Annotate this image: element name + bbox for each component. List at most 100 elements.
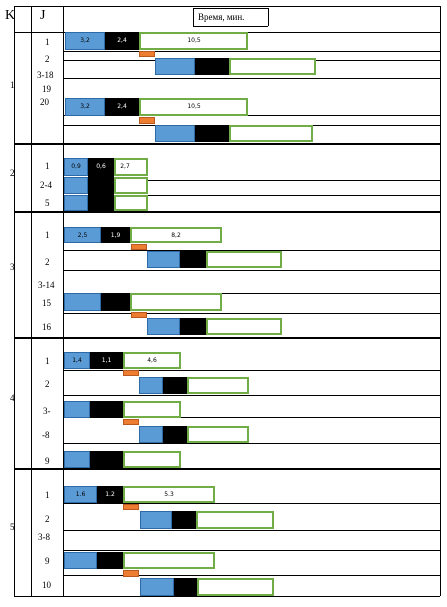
wait-marker — [131, 244, 147, 250]
processing-bar — [187, 377, 249, 394]
table-line — [63, 550, 440, 551]
table-line — [63, 530, 440, 531]
row-j-label: 1 — [45, 490, 50, 500]
row-j-label: 16 — [42, 322, 51, 332]
table-line — [63, 78, 440, 79]
table-line — [31, 6, 32, 596]
processing-bar — [130, 293, 222, 311]
group-k-label: 4 — [10, 393, 15, 403]
bar-label-green: 10,5 — [187, 103, 201, 110]
row-j-label: 15 — [42, 298, 51, 308]
setup-bar — [64, 352, 90, 369]
processing-bar — [206, 318, 282, 335]
bar-label-black: 2,4 — [117, 103, 127, 110]
processing-bar — [130, 227, 222, 243]
header-time: Время, мин. — [198, 12, 245, 22]
table-line — [63, 313, 440, 314]
transport-bar — [180, 251, 206, 268]
table-line — [193, 8, 268, 9]
bar-label-blue: 0,9 — [71, 163, 81, 170]
bar-label-black: 1,1 — [101, 357, 112, 364]
table-line — [63, 370, 440, 371]
table-line — [63, 195, 440, 196]
bar-label-green: 2,7 — [120, 163, 130, 170]
row-j-label: -8 — [42, 430, 50, 440]
row-j-label: 1 — [45, 230, 50, 240]
bar-label-black: 0,6 — [96, 163, 106, 170]
setup-bar — [139, 377, 163, 394]
transport-bar — [174, 578, 197, 596]
row-j-label: 1 — [45, 37, 50, 47]
wait-marker — [139, 51, 155, 57]
row-j-label: 3-14 — [38, 280, 55, 290]
row-j-label: 2 — [45, 514, 50, 524]
setup-bar — [64, 293, 101, 311]
processing-bar — [123, 451, 181, 468]
transport-bar — [172, 511, 196, 529]
transport-bar — [90, 451, 123, 468]
wait-marker — [139, 117, 155, 124]
table-line — [63, 417, 440, 418]
wait-marker — [123, 419, 139, 425]
bar-label-blue: 2,5 — [77, 232, 88, 239]
processing-bar — [206, 251, 282, 268]
setup-bar — [65, 32, 105, 50]
row-j-label: 2 — [45, 54, 50, 64]
processing-bar — [139, 98, 248, 116]
processing-bar — [114, 195, 148, 211]
transport-bar — [163, 426, 187, 443]
bar-label-black: 1,9 — [110, 232, 121, 239]
wait-marker — [123, 504, 139, 510]
setup-bar — [64, 227, 101, 243]
row-j-label: 3-8 — [38, 532, 50, 542]
table-line — [14, 6, 440, 7]
setup-bar — [140, 578, 174, 596]
setup-bar — [64, 451, 90, 468]
setup-bar — [155, 125, 195, 142]
processing-bar — [114, 177, 148, 194]
group-k-label: 2 — [10, 168, 15, 178]
table-line — [63, 250, 440, 251]
setup-bar — [64, 195, 88, 211]
setup-bar — [139, 426, 163, 443]
bar-label-blue: 1.6 — [75, 491, 86, 498]
header-k: K — [5, 8, 16, 23]
transport-bar — [195, 125, 229, 142]
bar-label-green: 8,2 — [171, 232, 181, 239]
table-line — [268, 8, 269, 26]
table-line — [14, 211, 440, 213]
table-line — [193, 8, 194, 26]
table-line — [63, 293, 440, 294]
table-line — [14, 6, 15, 596]
table-line — [14, 143, 440, 145]
processing-bar — [197, 578, 274, 596]
processing-bar — [123, 401, 181, 418]
row-j-label: 2 — [45, 379, 50, 389]
table-line — [440, 6, 441, 596]
transport-bar — [105, 32, 139, 50]
transport-bar — [97, 486, 123, 503]
table-line — [63, 575, 440, 576]
transport-bar — [97, 552, 123, 569]
transport-bar — [163, 377, 187, 394]
table-line — [63, 180, 440, 181]
bar-label-blue: 1,4 — [72, 357, 82, 364]
setup-bar — [64, 158, 88, 176]
group-k-label: 5 — [10, 522, 15, 532]
setup-bar — [64, 486, 97, 503]
processing-bar — [229, 125, 313, 142]
setup-bar — [140, 511, 172, 529]
table-line — [63, 115, 440, 116]
processing-bar — [187, 426, 249, 443]
processing-bar — [114, 158, 148, 176]
table-line — [63, 6, 64, 596]
row-j-label: 1 — [45, 356, 50, 366]
table-line — [14, 468, 440, 470]
group-k-label: 3 — [10, 262, 15, 272]
setup-bar — [64, 401, 90, 418]
transport-bar — [90, 401, 123, 418]
setup-bar — [65, 98, 105, 116]
bar-label-blue: 3,2 — [80, 103, 90, 110]
wait-marker — [123, 370, 139, 376]
